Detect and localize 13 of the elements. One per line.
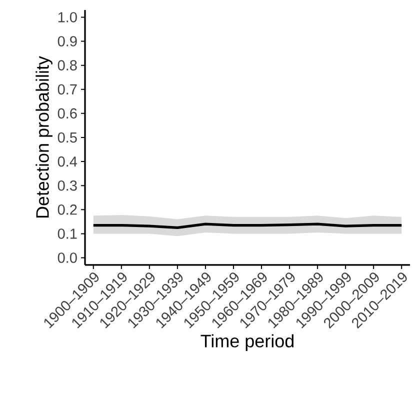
- y-tick-label: 0.5: [58, 132, 77, 143]
- y-tick-label: 1.0: [58, 12, 77, 22]
- y-tick-label: 0.2: [58, 204, 77, 215]
- y-tick-label: 0.8: [58, 60, 77, 70]
- y-tick-label: 0.4: [58, 156, 78, 167]
- y-tick-label: 0.0: [58, 252, 77, 263]
- y-tick-label: 0.6: [58, 108, 77, 119]
- y-tick-label: 0.3: [58, 180, 77, 191]
- y-tick-label: 0.7: [58, 84, 77, 95]
- x-axis-title: Time period: [200, 334, 294, 351]
- y-tick-label: 0.1: [58, 228, 77, 239]
- y-axis-title: Detection probability: [36, 56, 52, 218]
- y-tick-label: 0.9: [58, 36, 77, 46]
